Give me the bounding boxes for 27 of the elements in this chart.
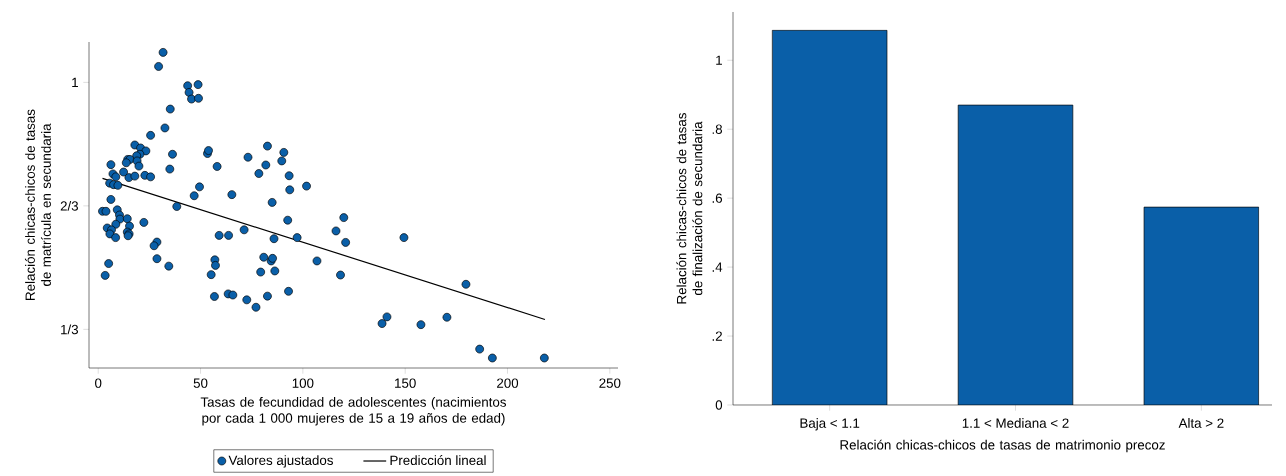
x-tick-label: Alta > 2 — [1178, 418, 1224, 428]
y-axis-title: Relación chicas-chicos de tasas de matrícula en secundaria — [24, 109, 51, 300]
x-tick-label: 250 — [599, 378, 621, 388]
x-tick-label: 200 — [497, 378, 519, 388]
y-tick-label: .8 — [712, 124, 723, 134]
x-tick-label: 1.1 < Mediana < 2 — [962, 418, 1069, 428]
y-tick-label: .4 — [712, 262, 723, 272]
x-tick-label: 0 — [95, 378, 102, 388]
legend-label: Predicción lineal — [390, 455, 486, 466]
x-tick-label: 150 — [395, 378, 416, 388]
x-axis-title: Relación chicas-chicos de tasas de matrimonio precoz — [840, 439, 1165, 453]
x-tick-label: 100 — [292, 378, 314, 388]
y-tick-label: 1/3 — [61, 324, 79, 335]
bar — [1143, 206, 1260, 405]
y-tick-label: 0 — [715, 400, 723, 410]
bar — [772, 30, 887, 405]
y-axis-title: Relación chicas-chicos de tasas de finalización de secundaria — [676, 113, 703, 304]
y-tick-label: 2/3 — [60, 200, 79, 211]
x-axis-title: Tasas de fecundidad de adolescentes (nacimientos por cada 1 000 mujeres de 15 a 19 años de edad) — [200, 397, 507, 426]
y-tick-label: .6 — [712, 193, 723, 203]
y-tick-label: 1 — [72, 77, 78, 87]
y-tick-label: 1 — [716, 55, 722, 65]
legend-label: Valores ajustados — [228, 455, 333, 468]
y-tick-label: .2 — [712, 331, 722, 341]
bar — [958, 105, 1073, 405]
x-tick-label: Baja < 1.1 — [800, 418, 860, 431]
x-tick-label: 50 — [193, 378, 208, 388]
